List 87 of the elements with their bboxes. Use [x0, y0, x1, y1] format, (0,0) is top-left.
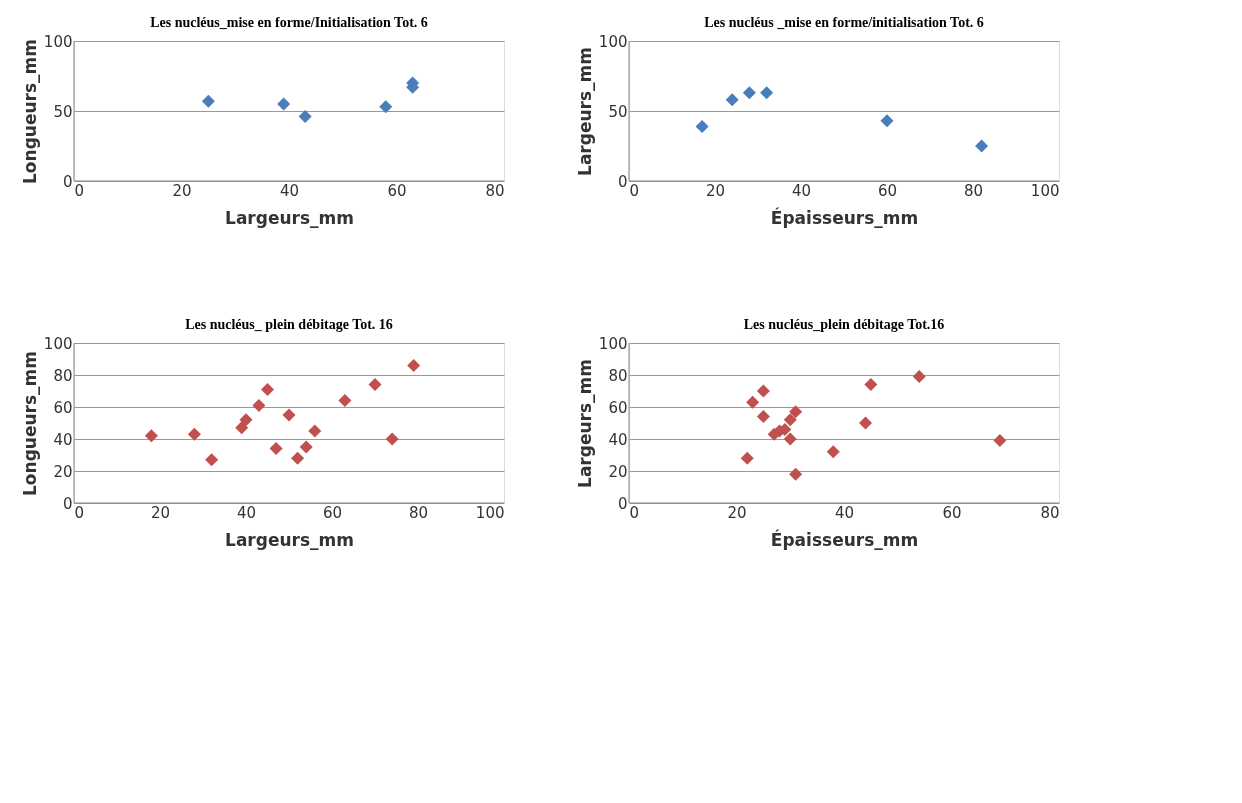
x-tick-label: 40 — [791, 181, 812, 200]
point — [379, 100, 393, 114]
x-tick-label: 0 — [629, 503, 640, 522]
point — [756, 384, 770, 398]
y-tick-label: 60 — [53, 398, 73, 417]
y-tick-label: 100 — [43, 32, 73, 51]
point — [368, 378, 382, 392]
x-tick-label: 60 — [322, 503, 343, 522]
x-tick-label: 80 — [485, 181, 505, 200]
x-tick-label: 20 — [150, 503, 171, 522]
y-tick-label: 20 — [608, 462, 628, 481]
x-tick-label: 40 — [279, 181, 300, 200]
point — [299, 440, 313, 454]
point — [746, 395, 760, 409]
chart-title: Les nucléus _mise en forme/initialisation Tot. 6 — [704, 15, 984, 30]
y-tick-label: 80 — [608, 366, 628, 385]
point — [282, 408, 296, 422]
chart-title: Les nucléus_mise en forme/Initialisation Tot. 6 — [150, 15, 428, 30]
point — [385, 432, 399, 446]
point — [338, 394, 352, 408]
point — [298, 110, 312, 124]
point — [725, 93, 739, 107]
x-tick-label: 100 — [475, 503, 505, 522]
point — [993, 434, 1007, 448]
point — [975, 139, 989, 153]
point — [144, 429, 158, 443]
x-tick-label: 0 — [74, 181, 85, 200]
y-tick-label: 50 — [608, 102, 628, 121]
x-tick-label: 60 — [942, 503, 962, 522]
point — [880, 114, 894, 128]
x-axis-title: Largeurs_mm — [225, 529, 354, 550]
x-tick-label: 0 — [629, 181, 640, 200]
point — [205, 453, 219, 467]
x-tick-label: 20 — [172, 181, 192, 200]
x-axis-title: Épaisseurs_mm — [770, 528, 919, 550]
x-tick-label: 0 — [74, 503, 85, 522]
point — [239, 413, 253, 427]
point — [260, 382, 275, 396]
y-tick-label: 40 — [608, 430, 628, 449]
x-tick-label: 40 — [834, 503, 855, 522]
point — [277, 97, 291, 111]
y-tick-label: 50 — [53, 102, 73, 121]
point — [760, 86, 774, 100]
x-tick-label: 60 — [387, 181, 407, 200]
y-tick-label: 40 — [53, 430, 73, 449]
x-tick-label: 100 — [1030, 181, 1060, 200]
point — [789, 405, 803, 419]
point — [235, 421, 249, 435]
x-tick-label: 20 — [727, 503, 747, 522]
y-axis-title: Longueurs_mm — [19, 39, 40, 184]
point — [407, 358, 421, 372]
x-tick-label: 40 — [236, 503, 257, 522]
chart-title: Les nucléus_ plein débitage Tot. 16 — [185, 317, 393, 332]
y-tick-label: 20 — [53, 462, 73, 481]
point — [858, 416, 873, 430]
point — [252, 398, 266, 412]
chart-title: Les nucléus_plein débitage Tot.16 — [743, 317, 945, 332]
y-tick-label: 100 — [598, 32, 628, 51]
point — [912, 370, 926, 384]
x-tick-label: 80 — [408, 503, 429, 522]
x-tick-label: 80 — [963, 181, 984, 200]
y-tick-label: 60 — [608, 398, 628, 417]
point — [826, 445, 840, 459]
x-axis-title: Épaisseurs_mm — [770, 206, 919, 228]
point — [789, 467, 803, 481]
point — [756, 410, 770, 424]
point — [740, 451, 754, 465]
y-axis-title: Largeurs_mm — [574, 47, 595, 176]
point — [291, 451, 305, 465]
x-tick-label: 80 — [1040, 503, 1060, 522]
x-tick-label: 60 — [877, 181, 898, 200]
point — [201, 94, 215, 108]
point — [864, 378, 878, 392]
point — [742, 86, 756, 100]
point — [187, 427, 201, 441]
point — [783, 432, 797, 446]
point — [695, 119, 709, 133]
y-tick-label: 80 — [53, 366, 73, 385]
y-axis-title: Largeurs_mm — [574, 359, 595, 488]
x-tick-label: 20 — [705, 181, 726, 200]
y-tick-label: 100 — [43, 334, 73, 353]
point — [308, 424, 322, 438]
y-tick-label: 100 — [598, 334, 628, 353]
y-axis-title: Longueurs_mm — [19, 351, 40, 496]
point — [783, 413, 797, 427]
x-axis-title: Largeurs_mm — [225, 207, 354, 228]
point — [269, 442, 283, 456]
